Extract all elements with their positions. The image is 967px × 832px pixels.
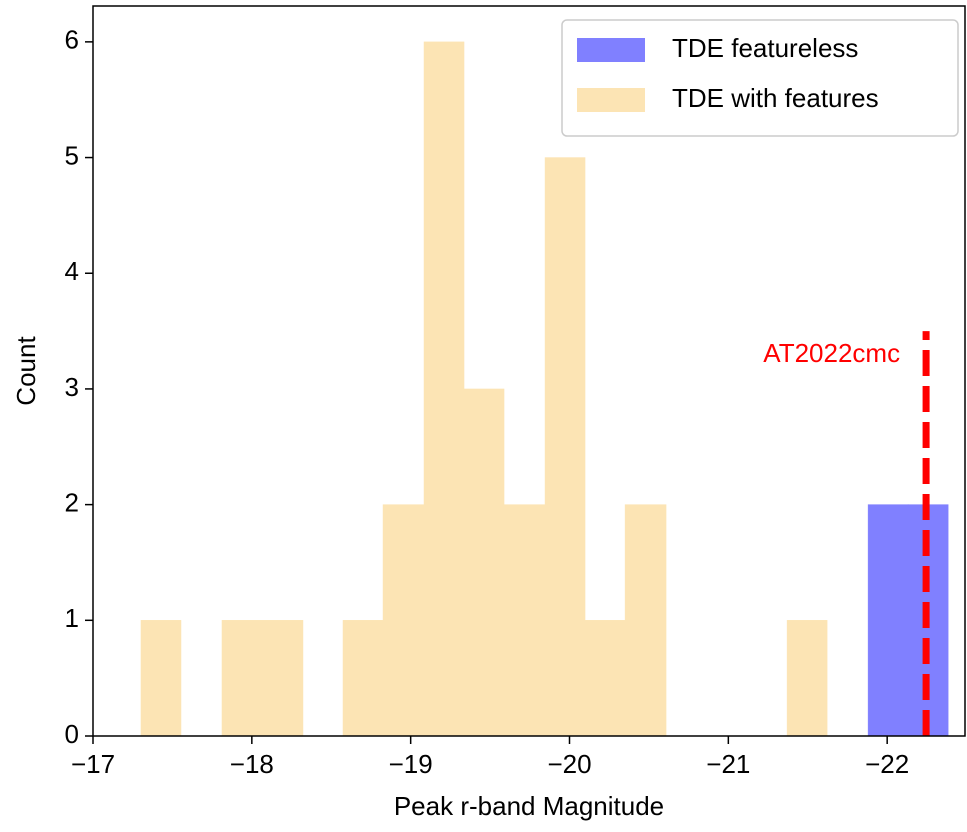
bar: [221, 620, 263, 737]
y-tick-label: 2: [65, 487, 79, 517]
x-tick-label: −20: [547, 749, 591, 779]
x-tick-label: −17: [71, 749, 115, 779]
bar: [140, 620, 182, 737]
annotation-label: AT2022cmc: [763, 338, 900, 368]
y-tick-label: 4: [65, 256, 79, 286]
x-tick-label: −21: [706, 749, 750, 779]
bar: [584, 620, 626, 737]
bar: [382, 504, 425, 737]
bar: [503, 504, 546, 737]
bar: [463, 388, 505, 737]
bar: [261, 620, 304, 737]
legend-label: TDE featureless: [672, 33, 858, 63]
bar: [423, 41, 465, 737]
y-tick-label: 0: [65, 719, 79, 749]
y-tick-label: 5: [65, 140, 79, 170]
x-axis-label: Peak r-band Magnitude: [394, 791, 664, 821]
y-tick-label: 6: [65, 25, 79, 55]
legend-swatch: [577, 38, 645, 62]
bar: [867, 504, 909, 737]
legend-label: TDE with features: [672, 83, 879, 113]
y-tick-label: 1: [65, 603, 79, 633]
y-tick-label: 3: [65, 372, 79, 402]
legend-swatch: [577, 88, 645, 112]
x-tick-label: −22: [865, 749, 909, 779]
plot-frame: [92, 5, 966, 737]
bar: [786, 620, 828, 737]
bar: [624, 504, 667, 737]
x-tick-label: −19: [389, 749, 433, 779]
bar: [544, 157, 586, 737]
legend-box: [561, 19, 959, 137]
y-axis-label: Count: [11, 336, 41, 406]
x-tick-label: −18: [230, 749, 274, 779]
bar: [342, 620, 384, 737]
